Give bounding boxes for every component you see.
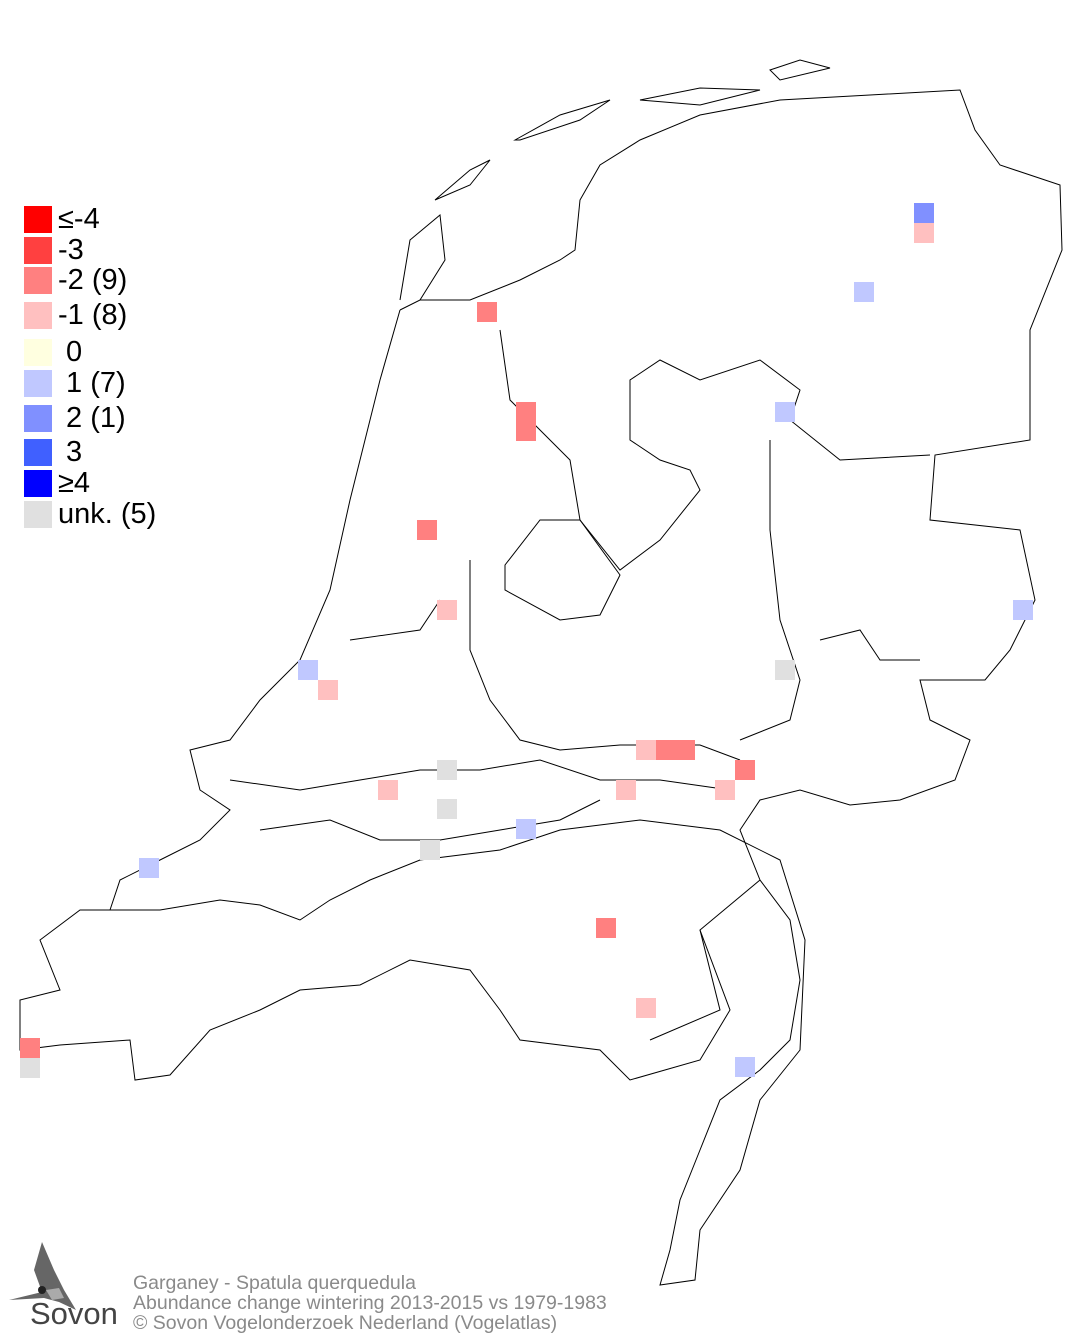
legend-item: ≤-4 <box>24 204 156 235</box>
abundance-cell <box>437 600 457 620</box>
legend-label: 1 (7) <box>58 366 126 399</box>
legend-swatch <box>24 369 52 397</box>
copyright: © Sovon Vogelonderzoek Nederland (Vogela… <box>133 1312 558 1334</box>
legend-swatch <box>24 267 52 295</box>
provincial-border <box>229 440 920 1041</box>
sovon-logo-text: Sovon <box>30 1296 118 1331</box>
legend-label: unk. (5) <box>58 498 157 531</box>
legend-swatch <box>24 439 52 467</box>
legend-label: -3 <box>58 233 84 266</box>
map-caption: Garganey - Spatula querquedula Abundance… <box>133 1273 607 1333</box>
legend-item: unk. (5) <box>24 499 156 530</box>
legend-swatch <box>24 404 52 432</box>
abundance-cell <box>636 998 656 1018</box>
abundance-cell <box>516 421 536 441</box>
abundance-cell <box>636 740 656 760</box>
legend-label: ≥4 <box>58 467 91 500</box>
abundance-cell <box>516 402 536 422</box>
legend-item: -1 (8) <box>24 300 156 331</box>
legend-swatch <box>24 205 52 233</box>
abundance-cell <box>20 1058 40 1078</box>
country-outline <box>19 89 1063 1286</box>
legend-item: 0 <box>24 337 156 368</box>
abundance-cell <box>655 740 675 760</box>
abundance-cell <box>298 660 318 680</box>
abundance-cell <box>139 858 159 878</box>
abundance-cell <box>914 203 934 223</box>
legend-label: -2 (9) <box>58 264 128 297</box>
abundance-cell <box>1013 600 1033 620</box>
abundance-cell <box>715 780 735 800</box>
map-subtitle: Abundance change wintering 2013-2015 vs … <box>133 1292 607 1314</box>
legend-item: 1 (7) <box>24 368 156 399</box>
legend-swatch <box>24 470 52 498</box>
legend-item: -2 (9) <box>24 266 156 297</box>
legend-item: ≥4 <box>24 468 156 499</box>
legend-swatch <box>24 302 52 330</box>
abundance-cell <box>735 760 755 780</box>
legend-label: 3 <box>58 436 83 469</box>
abundance-cell <box>437 760 457 780</box>
abundance-cell <box>775 402 795 422</box>
abundance-cell <box>437 799 457 819</box>
legend-label: ≤-4 <box>58 202 100 235</box>
ijsselmeer-outline <box>499 329 931 571</box>
abundance-cell <box>318 680 338 700</box>
abundance-cell <box>477 302 497 322</box>
abundance-cell <box>516 819 536 839</box>
abundance-cell <box>417 520 437 540</box>
sovon-swallow-logo <box>9 1242 76 1310</box>
abundance-cell <box>378 780 398 800</box>
legend-swatch <box>24 236 52 264</box>
abundance-cell <box>735 1057 755 1077</box>
legend-item: 3 <box>24 438 156 469</box>
species-title: Garganey - Spatula querquedula <box>133 1272 416 1294</box>
legend-item: -3 <box>24 235 156 266</box>
abundance-cell <box>675 740 695 760</box>
abundance-cell <box>616 780 636 800</box>
legend-label: 0 <box>58 336 83 369</box>
abundance-cell <box>20 1038 40 1058</box>
abundance-cell <box>854 282 874 302</box>
coast-outline <box>109 309 401 911</box>
flevoland-outline <box>504 519 621 621</box>
legend-swatch <box>24 501 52 529</box>
legend-label: -1 (8) <box>58 299 128 332</box>
legend: ≤-4 -3 -2 (9) -1 (8) 0 1 (7) 2 (1) 3 ≥4 … <box>24 204 156 530</box>
wadden-islands <box>399 59 831 301</box>
abundance-cell <box>914 223 934 243</box>
legend-item: 2 (1) <box>24 403 156 434</box>
abundance-cell <box>596 918 616 938</box>
abundance-cell <box>420 840 440 860</box>
abundance-cell <box>775 660 795 680</box>
legend-swatch <box>24 339 52 367</box>
legend-label: 2 (1) <box>58 401 126 434</box>
